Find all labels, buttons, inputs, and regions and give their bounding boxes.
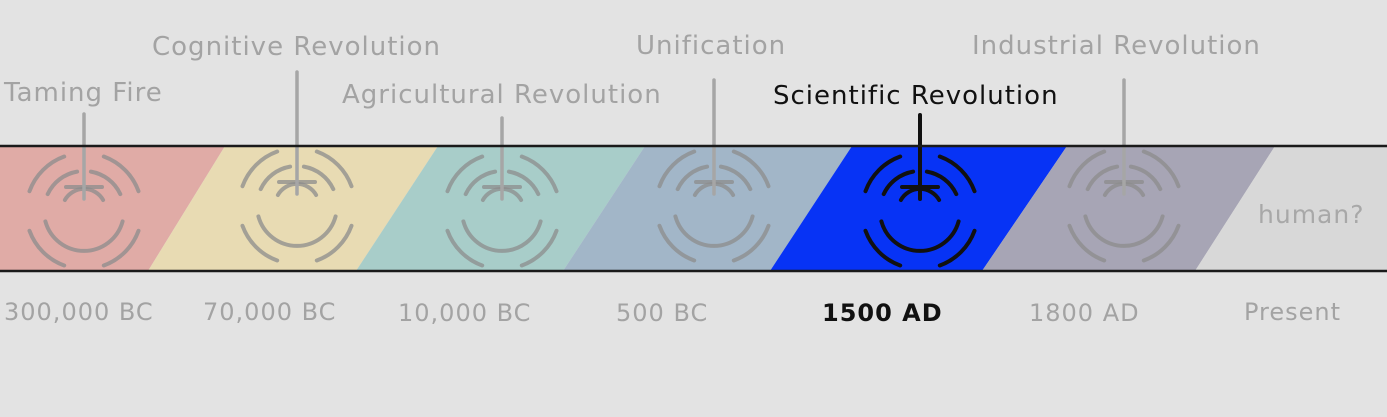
segment-fill — [563, 146, 852, 271]
event-label-scientific-revolution: Scientific Revolution — [773, 81, 1059, 111]
date-label-1500-ad: 1500 AD — [822, 299, 943, 327]
future-label: human? — [1258, 200, 1365, 229]
target-icon — [657, 149, 771, 263]
event-label-industrial-revolution: Industrial Revolution — [972, 31, 1261, 61]
date-label-1800-ad: 1800 AD — [1029, 299, 1140, 327]
segment-fill — [770, 146, 1067, 271]
segment-fills — [0, 146, 1387, 271]
date-label-300000-bc: 300,000 BC — [4, 298, 154, 326]
date-label-10000-bc: 10,000 BC — [398, 299, 532, 327]
event-label-agricultural-revolution: Agricultural Revolution — [342, 80, 662, 110]
date-label-present: Present — [1244, 298, 1342, 326]
pointer-lines — [82, 70, 1126, 201]
event-label-unification: Unification — [636, 31, 787, 61]
target-icon — [863, 154, 977, 268]
bar-outline — [0, 144, 1387, 273]
target-icon — [240, 149, 354, 263]
date-label-500-bc: 500 BC — [616, 299, 709, 327]
target-icon — [27, 154, 141, 268]
segment-fill — [982, 146, 1275, 271]
target-icon — [1067, 149, 1181, 263]
date-label-70000-bc: 70,000 BC — [203, 298, 337, 326]
event-label-taming-fire: Taming Fire — [4, 78, 163, 108]
event-label-cognitive-revolution: Cognitive Revolution — [152, 32, 442, 62]
segment-fill — [1195, 146, 1387, 271]
segment-icons — [27, 149, 1181, 268]
segment-fill — [148, 146, 438, 271]
segment-fill — [356, 146, 645, 271]
